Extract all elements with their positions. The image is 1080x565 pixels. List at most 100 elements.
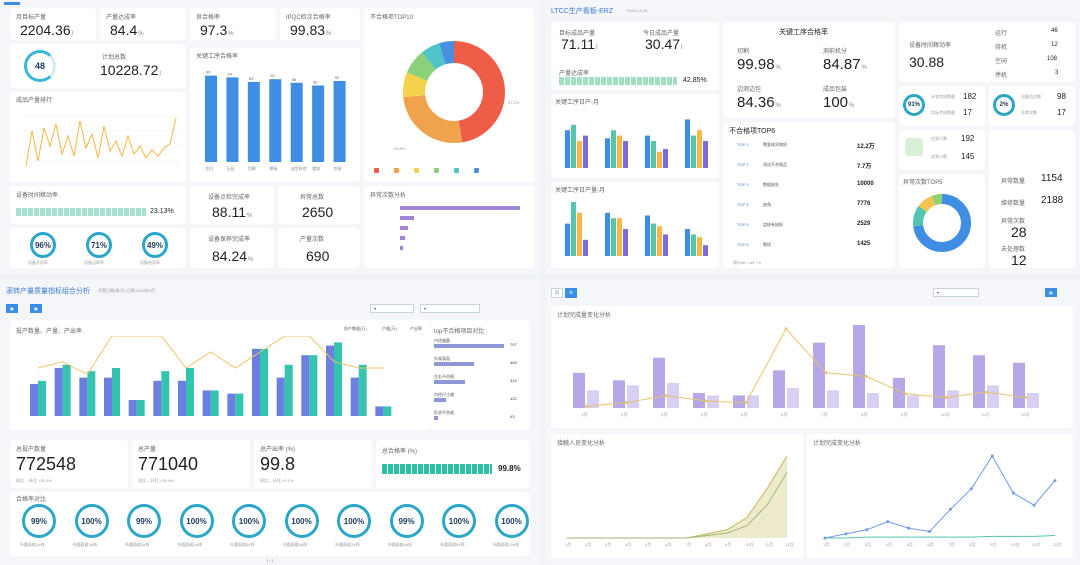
kpi-value: 99.83: [290, 22, 326, 38]
total-pass-card: 总合格率 (%) 99.8%: [376, 440, 530, 488]
daily-output-chart-1: 关键工序日产-月: [551, 94, 719, 178]
defect-bar: [434, 398, 447, 402]
view-button[interactable]: ▦: [1045, 288, 1057, 297]
bar-value: 85: [313, 80, 318, 85]
ring-label: 外圆面粗9#线: [440, 542, 465, 547]
x-tick: 7月: [948, 542, 954, 547]
bar: [583, 239, 588, 256]
status-label: 待机: [995, 45, 1008, 51]
bar: [312, 85, 325, 162]
top-name: 数据缺失: [763, 182, 779, 187]
pagination: 1 / 1: [266, 558, 274, 563]
kpi-label: 总产量: [138, 447, 157, 453]
defect-name: 内径偏圆: [434, 338, 450, 343]
stat-value: 1154: [1041, 173, 1063, 184]
kpi-label: 设备点检完成率: [208, 195, 251, 201]
pass-ring: 99%: [22, 504, 56, 538]
bar-plan: [613, 380, 625, 408]
plan-label: 计划总数: [102, 55, 127, 61]
chart-title: top不合格项目对比: [434, 329, 485, 335]
bar-actual: [1027, 392, 1039, 408]
top-value: 7776: [857, 201, 871, 207]
x-tick: 12月: [785, 542, 793, 547]
status-value: 108: [1047, 56, 1058, 62]
x-tick: 2月: [844, 542, 850, 547]
yield-line: [37, 336, 384, 376]
oee-card: 设备时间稼动率 23.13%: [10, 186, 186, 224]
chart-title: 关键工序合格率: [196, 54, 239, 60]
dashboard-subtitle: 开票日期(周/日) 日期:2022年3月: [98, 288, 156, 293]
bar-input: [54, 368, 63, 416]
bar-output: [186, 368, 194, 416]
kpi-sub: 同比 -- 环比 +25.4%: [16, 478, 52, 483]
bar-category: 切割: [248, 165, 256, 171]
dashboard-quality-analysis: 滚转产量质量指标组合分析 开票日期(周/日) 日期:2022年3月 ▣ ▣ ▾ …: [0, 280, 540, 565]
status-value: 46: [1051, 28, 1058, 34]
top-name: 烧结有缺损: [763, 222, 783, 227]
bar-value: 92: [270, 73, 275, 78]
plan-line-chart: 1月 2月 3月 4月 5月 6月 7月 8月 9月 10月 11月 12月: [823, 454, 1061, 547]
top-rank: TOP 5: [737, 222, 749, 227]
stat-value: 17: [963, 108, 972, 117]
bar-input: [202, 390, 211, 416]
pass-ring: 100%: [442, 504, 476, 538]
filter-select[interactable]: ▾: [370, 304, 414, 313]
filter-button[interactable]: ▣: [30, 304, 42, 313]
kpi-card-ipqc: IPQC检次合格率 99.83%: [280, 8, 360, 40]
top-value: 12.2万: [857, 144, 875, 150]
ring-label: 外圆面粗2#线: [72, 542, 97, 547]
exception-donut: [913, 194, 971, 252]
defect-value: 122: [510, 396, 517, 401]
filter-select[interactable]: ▾: [420, 304, 480, 313]
bar-output: [284, 364, 293, 416]
filter-button[interactable]: ▣: [6, 304, 18, 313]
x-tick: 10月: [941, 412, 949, 417]
defect-value: 406: [510, 360, 517, 365]
plan-line: [824, 455, 1056, 539]
kpi-sub: 同比 -- 环比 +0.1%: [260, 478, 294, 483]
tab-month[interactable]: 月: [551, 288, 563, 298]
x-tick: 12月: [1021, 412, 1029, 417]
ring-open-rate: 96%: [30, 232, 56, 258]
x-tick: 5月: [645, 542, 651, 547]
status-label: 停机: [995, 73, 1008, 79]
bar-actual: [867, 392, 879, 408]
kpi-value: 97.3: [200, 22, 228, 38]
bar: [691, 135, 696, 168]
tab-year[interactable]: 年: [565, 288, 577, 298]
ring-label: 外圆面粗4#线: [177, 542, 202, 547]
legend-item: 投产数量(万): [344, 326, 367, 331]
x-tick: 8月: [861, 412, 867, 417]
rate-progress-bar: [559, 77, 677, 85]
dashboard-title: 滚转产量质量指标组合分析: [6, 288, 90, 295]
kpi-label: IPQC检次合格率: [286, 15, 331, 21]
maintenance-kpi: 设备保养完成率 84.24%: [190, 228, 274, 268]
filter-select[interactable]: ▾: [933, 288, 979, 297]
pass-ring: 100%: [337, 504, 371, 538]
hbar: [400, 206, 520, 210]
bar-actual: [667, 382, 679, 408]
bar-input: [276, 377, 285, 416]
defect-bar: [434, 416, 439, 420]
plan-ring: 91%: [903, 94, 925, 116]
bar: [663, 149, 668, 168]
bar-actual: [907, 395, 919, 408]
person-icon: [905, 138, 923, 156]
rate-value: 99.8%: [498, 464, 521, 473]
bar-output: [112, 368, 120, 416]
x-tick: 1月: [565, 542, 571, 547]
stat-value: 28: [1011, 224, 1027, 240]
kpi-label: 今日成品产量: [643, 31, 680, 37]
bar: [565, 223, 570, 256]
ring-label: 外圆面粗6#线: [282, 542, 307, 547]
x-tick: 1月: [581, 412, 587, 417]
kpi-label: 异常总数: [300, 195, 325, 201]
stat-label: 设备总次数: [1021, 94, 1041, 99]
bar-plan: [773, 370, 785, 408]
kpi-value: 84.24: [212, 248, 248, 264]
bar: [571, 124, 576, 168]
kpi-value: 99.98: [737, 56, 775, 73]
bar-plan: [573, 372, 585, 408]
x-tick: 10月: [745, 542, 753, 547]
bar-category: 焊接: [269, 165, 277, 171]
